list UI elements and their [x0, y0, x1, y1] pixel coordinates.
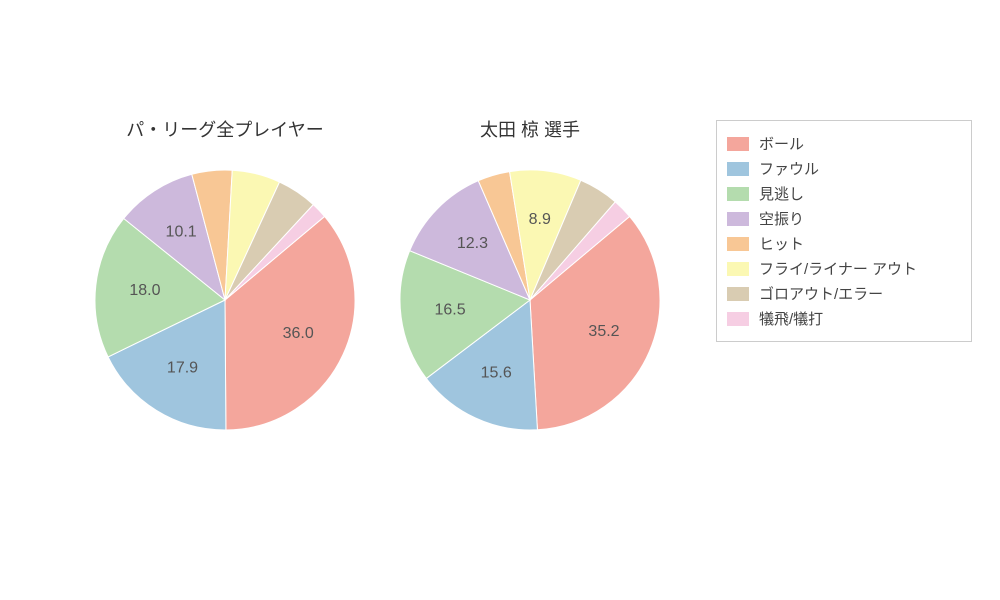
legend-label-sac: 犠飛/犠打 — [759, 308, 823, 329]
slice-label-foul: 15.6 — [481, 364, 512, 381]
legend-item-ground: ゴロアウト/エラー — [727, 281, 957, 306]
legend-swatch-sac — [727, 312, 749, 326]
legend-item-foul: ファウル — [727, 156, 957, 181]
slice-label-miss: 16.5 — [435, 302, 466, 319]
pie-chart-league: 36.0 17.9 18.0 10.1 — [85, 160, 365, 445]
legend-swatch-ground — [727, 287, 749, 301]
legend-label-ground: ゴロアウト/エラー — [759, 283, 883, 304]
legend-swatch-miss — [727, 187, 749, 201]
chart-stage: パ・リーグ全プレイヤー 36.0 17.9 18.0 10.1 太田 椋 選手 35.… — [0, 0, 1000, 600]
legend-item-ball: ボール — [727, 131, 957, 156]
legend-swatch-ball — [727, 137, 749, 151]
slice-label-ball: 36.0 — [283, 325, 314, 342]
legend-item-flyout: フライ/ライナー アウト — [727, 256, 957, 281]
slice-label-miss: 18.0 — [129, 282, 160, 299]
legend-label-swing: 空振り — [759, 208, 804, 229]
legend-label-hit: ヒット — [759, 233, 804, 254]
legend-swatch-swing — [727, 212, 749, 226]
slice-label-ball: 35.2 — [588, 323, 619, 340]
legend-label-foul: ファウル — [759, 158, 819, 179]
pie-chart-player: 35.2 15.6 16.5 12.3 8.9 — [390, 160, 670, 445]
legend-item-hit: ヒット — [727, 231, 957, 256]
pie-title-player: 太田 椋 選手 — [400, 116, 660, 142]
legend-item-swing: 空振り — [727, 206, 957, 231]
slice-label-swing: 12.3 — [457, 235, 488, 252]
legend-swatch-flyout — [727, 262, 749, 276]
legend-label-ball: ボール — [759, 133, 804, 154]
slice-label-foul: 17.9 — [167, 360, 198, 377]
slice-label-flyout: 8.9 — [529, 211, 551, 228]
legend-item-miss: 見逃し — [727, 181, 957, 206]
legend: ボールファウル見逃し空振りヒットフライ/ライナー アウトゴロアウト/エラー犠飛/… — [716, 120, 972, 342]
legend-label-flyout: フライ/ライナー アウト — [759, 258, 917, 279]
legend-swatch-foul — [727, 162, 749, 176]
legend-item-sac: 犠飛/犠打 — [727, 306, 957, 331]
slice-label-swing: 10.1 — [166, 224, 197, 241]
legend-label-miss: 見逃し — [759, 183, 804, 204]
legend-swatch-hit — [727, 237, 749, 251]
pie-title-league: パ・リーグ全プレイヤー — [95, 116, 355, 142]
